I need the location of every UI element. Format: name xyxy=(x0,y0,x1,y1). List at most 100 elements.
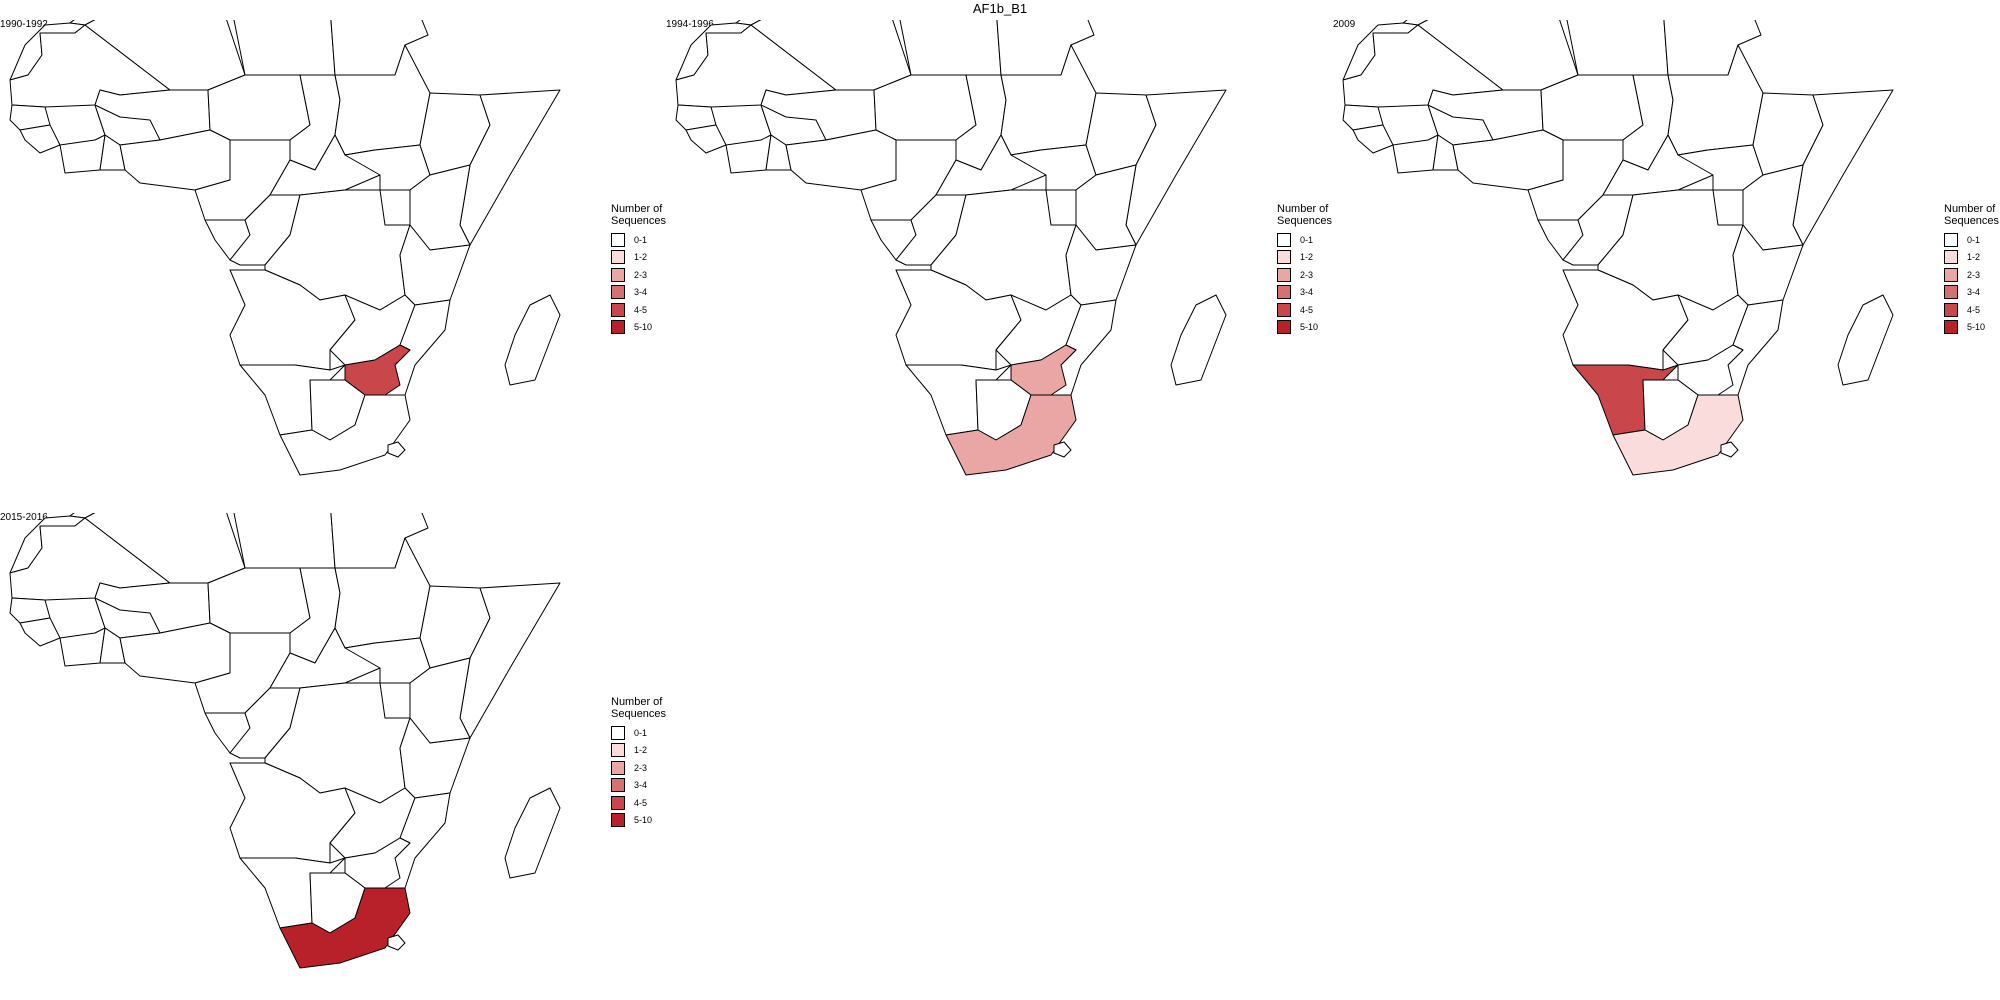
country-ivory-coast xyxy=(1392,134,1439,174)
legend-label: 2-3 xyxy=(634,269,648,280)
legend-item: 2-3 xyxy=(1944,266,1999,284)
legend-label: 0-1 xyxy=(1967,234,1981,245)
legend-label: 1-2 xyxy=(634,745,648,756)
legend-swatch xyxy=(611,285,625,300)
legend-item: 4-5 xyxy=(611,794,666,812)
legend: Number of Sequences 0-1 1-2 2-3 3-4 4-5 5-10 xyxy=(1944,203,1999,336)
country-ivory-coast xyxy=(59,134,106,174)
legend: Number of Sequences 0-1 1-2 2-3 3-4 4-5 5-10 xyxy=(611,203,666,336)
legend-swatch xyxy=(611,250,625,265)
country-guinea xyxy=(19,617,61,647)
legend-item: 5-10 xyxy=(611,812,666,830)
legend-label: 4-5 xyxy=(634,304,648,315)
legend-item: 1-2 xyxy=(1277,249,1332,267)
legend-label: 4-5 xyxy=(1967,304,1981,315)
legend-label: 5-10 xyxy=(1967,322,1986,333)
map-panel-2009: 2009 Number of Sequences 0-1 1-2 2-3 3-4 4-5 5… xyxy=(1333,0,2000,490)
lesotho-enclave xyxy=(387,934,406,951)
legend-item: 0-1 xyxy=(611,231,666,249)
legend-item: 0-1 xyxy=(1944,231,1999,249)
legend-item: 2-3 xyxy=(611,266,666,284)
africa-choropleth-map xyxy=(0,513,610,973)
legend-swatch xyxy=(1944,285,1958,300)
country-guinea xyxy=(1352,124,1394,154)
legend-swatch xyxy=(1944,232,1958,247)
country-madagascar xyxy=(504,787,561,879)
legend-label: 3-4 xyxy=(1300,287,1314,298)
map-panel-1990-1992: 1990-1992 Number of Sequences 0-1 1-2 2-3 3-… xyxy=(0,0,672,490)
panel-title: 2015-2016 xyxy=(0,512,48,523)
legend-item: 5-10 xyxy=(611,319,666,337)
legend-label: 5-10 xyxy=(634,815,653,826)
legend-swatch xyxy=(611,743,625,758)
legend-item: 2-3 xyxy=(1277,266,1332,284)
legend-label: 4-5 xyxy=(634,797,648,808)
legend-swatch xyxy=(1277,302,1291,317)
legend-swatch xyxy=(1277,267,1291,282)
country-uganda xyxy=(379,189,411,226)
country-niger xyxy=(207,567,311,634)
legend-label: 2-3 xyxy=(634,762,648,773)
legend-label: 3-4 xyxy=(634,287,648,298)
legend-swatch xyxy=(611,725,625,740)
legend-swatch xyxy=(611,302,625,317)
legend-item: 5-10 xyxy=(1277,319,1332,337)
country-south-africa xyxy=(1612,394,1744,476)
legend-swatch xyxy=(1277,320,1291,335)
legend-swatch xyxy=(611,232,625,247)
map-panel-2015-2016: 2015-2016 Number of Sequences 0-1 1-2 2-3 3-… xyxy=(0,493,672,983)
legend-swatch xyxy=(1944,302,1958,317)
country-libya xyxy=(233,20,336,76)
country-madagascar xyxy=(1170,294,1227,386)
legend-title: Number of Sequences xyxy=(1277,203,1333,227)
legend-label: 1-2 xyxy=(1300,252,1314,263)
country-guinea xyxy=(685,124,727,154)
map-svg xyxy=(1342,20,1894,476)
legend-item: 2-3 xyxy=(611,759,666,777)
figure-title: AF1b_B1 xyxy=(972,1,1028,16)
country-niger xyxy=(873,74,977,141)
panel-title: 1990-1992 xyxy=(0,19,48,30)
country-south-africa xyxy=(945,394,1077,476)
legend-item: 1-2 xyxy=(611,249,666,267)
legend-swatch xyxy=(1277,285,1291,300)
legend-swatch xyxy=(1944,267,1958,282)
country-guinea xyxy=(19,124,61,154)
legend-item: 5-10 xyxy=(1944,319,1999,337)
country-libya xyxy=(233,513,336,569)
panel-title: 1994-1996 xyxy=(666,19,714,30)
legend-item: 3-4 xyxy=(611,284,666,302)
legend-item: 3-4 xyxy=(611,777,666,795)
legend-label: 2-3 xyxy=(1300,269,1314,280)
map-svg xyxy=(9,513,561,969)
country-madagascar xyxy=(1837,294,1894,386)
legend-label: 3-4 xyxy=(1967,287,1981,298)
legend-label: 0-1 xyxy=(1300,234,1314,245)
legend-label: 1-2 xyxy=(1967,252,1981,263)
africa-choropleth-map xyxy=(1333,20,1943,480)
country-uganda xyxy=(1712,189,1744,226)
country-south-africa xyxy=(279,887,411,969)
legend-item: 1-2 xyxy=(611,742,666,760)
map-svg xyxy=(9,20,561,476)
legend: Number of Sequences 0-1 1-2 2-3 3-4 4-5 5-10 xyxy=(611,696,666,829)
legend-item: 0-1 xyxy=(1277,231,1332,249)
legend-label: 3-4 xyxy=(634,780,648,791)
country-uganda xyxy=(1045,189,1077,226)
africa-choropleth-map xyxy=(666,20,1276,480)
legend-item: 0-1 xyxy=(611,724,666,742)
country-ivory-coast xyxy=(59,627,106,667)
country-ivory-coast xyxy=(725,134,772,174)
map-svg xyxy=(675,20,1227,476)
legend-swatch xyxy=(1277,250,1291,265)
legend-swatch xyxy=(611,320,625,335)
legend-title: Number of Sequences xyxy=(611,696,667,720)
legend-label: 5-10 xyxy=(634,322,653,333)
legend-swatch xyxy=(611,813,625,828)
legend: Number of Sequences 0-1 1-2 2-3 3-4 4-5 5-10 xyxy=(1277,203,1332,336)
lesotho-enclave xyxy=(1720,441,1739,458)
panel-title: 2009 xyxy=(1333,19,1356,30)
legend-item: 3-4 xyxy=(1277,284,1332,302)
legend-title: Number of Sequences xyxy=(611,203,667,227)
legend-label: 0-1 xyxy=(634,234,648,245)
